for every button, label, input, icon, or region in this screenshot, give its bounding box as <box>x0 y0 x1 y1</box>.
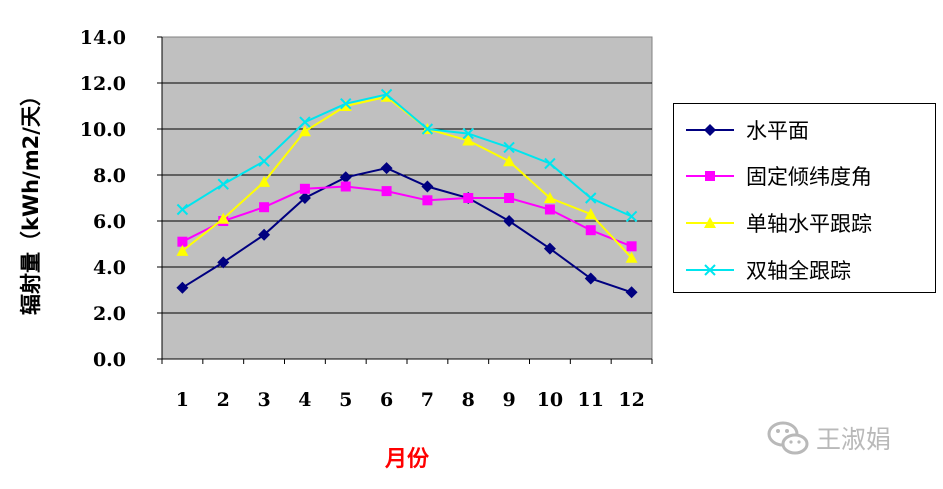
data-point <box>258 228 271 241</box>
legend-swatch <box>686 124 734 136</box>
data-point <box>625 286 638 299</box>
data-point <box>380 88 393 101</box>
x-axis-label: 月份 <box>384 447 430 472</box>
series-line <box>181 167 632 294</box>
data-point <box>543 192 556 203</box>
data-point <box>584 208 597 220</box>
data-point <box>585 225 596 236</box>
data-point <box>299 116 311 128</box>
data-point <box>298 192 311 204</box>
data-point <box>462 134 475 146</box>
data-point <box>504 193 515 203</box>
data-point <box>585 192 597 204</box>
legend-marker <box>705 171 715 181</box>
data-point <box>258 175 271 187</box>
data-point <box>544 204 555 215</box>
data-point <box>422 195 433 206</box>
x-tick-label: 8 <box>462 389 475 411</box>
x-tick-label: 5 <box>339 389 352 411</box>
y-tick-label: 8.0 <box>93 165 126 187</box>
x-tick-label: 1 <box>176 389 189 411</box>
legend: 水平面固定倾纬度角 单轴水平跟踪 双轴全跟踪 <box>673 103 936 293</box>
watermark: 王淑娟 <box>766 418 891 458</box>
data-point <box>340 181 351 192</box>
series-4 <box>176 88 638 223</box>
series-1 <box>176 162 638 299</box>
data-point <box>217 178 229 190</box>
data-point <box>176 203 189 216</box>
legend-swatch <box>686 171 734 181</box>
y-tick-label: 6.0 <box>93 211 126 233</box>
x-tick-label: 10 <box>537 389 563 411</box>
x-tick-label: 6 <box>380 389 393 411</box>
x-tick-label: 3 <box>257 389 270 411</box>
data-point <box>503 215 516 227</box>
series-group <box>176 88 638 299</box>
data-point <box>217 212 230 224</box>
legend-label: 双轴全跟踪 <box>746 259 851 283</box>
data-point <box>625 251 638 263</box>
x-tick-label: 7 <box>421 389 434 411</box>
data-point <box>381 186 392 197</box>
data-point <box>259 202 270 213</box>
data-point <box>463 193 474 203</box>
legend-item: 双轴全跟踪 <box>684 258 851 283</box>
data-point <box>339 171 352 184</box>
series-line <box>181 93 632 218</box>
legend-item: 单轴水平跟踪 <box>684 211 872 236</box>
legend-label: 单轴水平跟踪 <box>746 212 872 236</box>
y-axis: 0.0 2.0 4.0 6.0 8.0 10.0 12.0 14.0 <box>80 27 163 371</box>
legend-swatch <box>686 217 734 228</box>
x-tick-label: 12 <box>618 389 644 411</box>
x-tick-label: 2 <box>217 389 230 411</box>
data-point <box>626 241 637 252</box>
legend-marker <box>704 217 716 228</box>
data-point <box>176 281 189 294</box>
y-tick-label: 0.0 <box>93 349 126 371</box>
y-tick-label: 10.0 <box>80 119 126 141</box>
x-tick-label: 4 <box>298 389 311 411</box>
data-point <box>298 125 311 137</box>
data-point <box>380 90 393 102</box>
data-point <box>462 127 474 140</box>
legend-label: 固定倾纬度角 <box>746 165 872 189</box>
x-axis: 1 2 3 4 5 6 7 8 9 10 11 12 <box>161 358 653 411</box>
legend-swatch <box>686 264 734 276</box>
data-point <box>421 180 434 193</box>
legend-item: 固定倾纬度角 <box>684 164 872 189</box>
watermark-text: 王淑娟 <box>816 425 892 454</box>
legend-label: 水平面 <box>746 119 809 143</box>
y-tick-label: 14.0 <box>80 27 126 49</box>
x-tick-label: 11 <box>578 389 604 411</box>
data-point <box>177 236 188 247</box>
data-point <box>543 242 556 255</box>
plot-area <box>161 36 653 360</box>
data-point <box>421 123 434 135</box>
legend-item: 水平面 <box>684 118 809 143</box>
y-axis-label: 辐射量（kWh/m2/天） <box>19 85 43 315</box>
legend-marker <box>704 124 716 136</box>
data-point <box>217 256 230 269</box>
data-point <box>625 210 638 223</box>
data-point <box>299 183 310 194</box>
data-point <box>339 100 352 111</box>
data-point <box>258 155 270 167</box>
wechat-icon <box>767 421 809 455</box>
y-tick-label: 2.0 <box>93 303 126 325</box>
data-point <box>503 155 516 167</box>
data-point <box>380 162 393 175</box>
legend-marker <box>704 264 716 276</box>
data-point <box>544 157 556 170</box>
gridlines <box>162 82 652 314</box>
data-point <box>176 244 189 256</box>
data-point <box>340 97 352 110</box>
data-point <box>584 272 597 285</box>
y-tick-label: 12.0 <box>80 73 126 95</box>
x-tick-label: 9 <box>502 389 515 411</box>
data-point <box>503 141 515 154</box>
y-tick-label: 4.0 <box>93 257 126 279</box>
series-2 <box>177 181 637 252</box>
series-line <box>181 185 632 248</box>
